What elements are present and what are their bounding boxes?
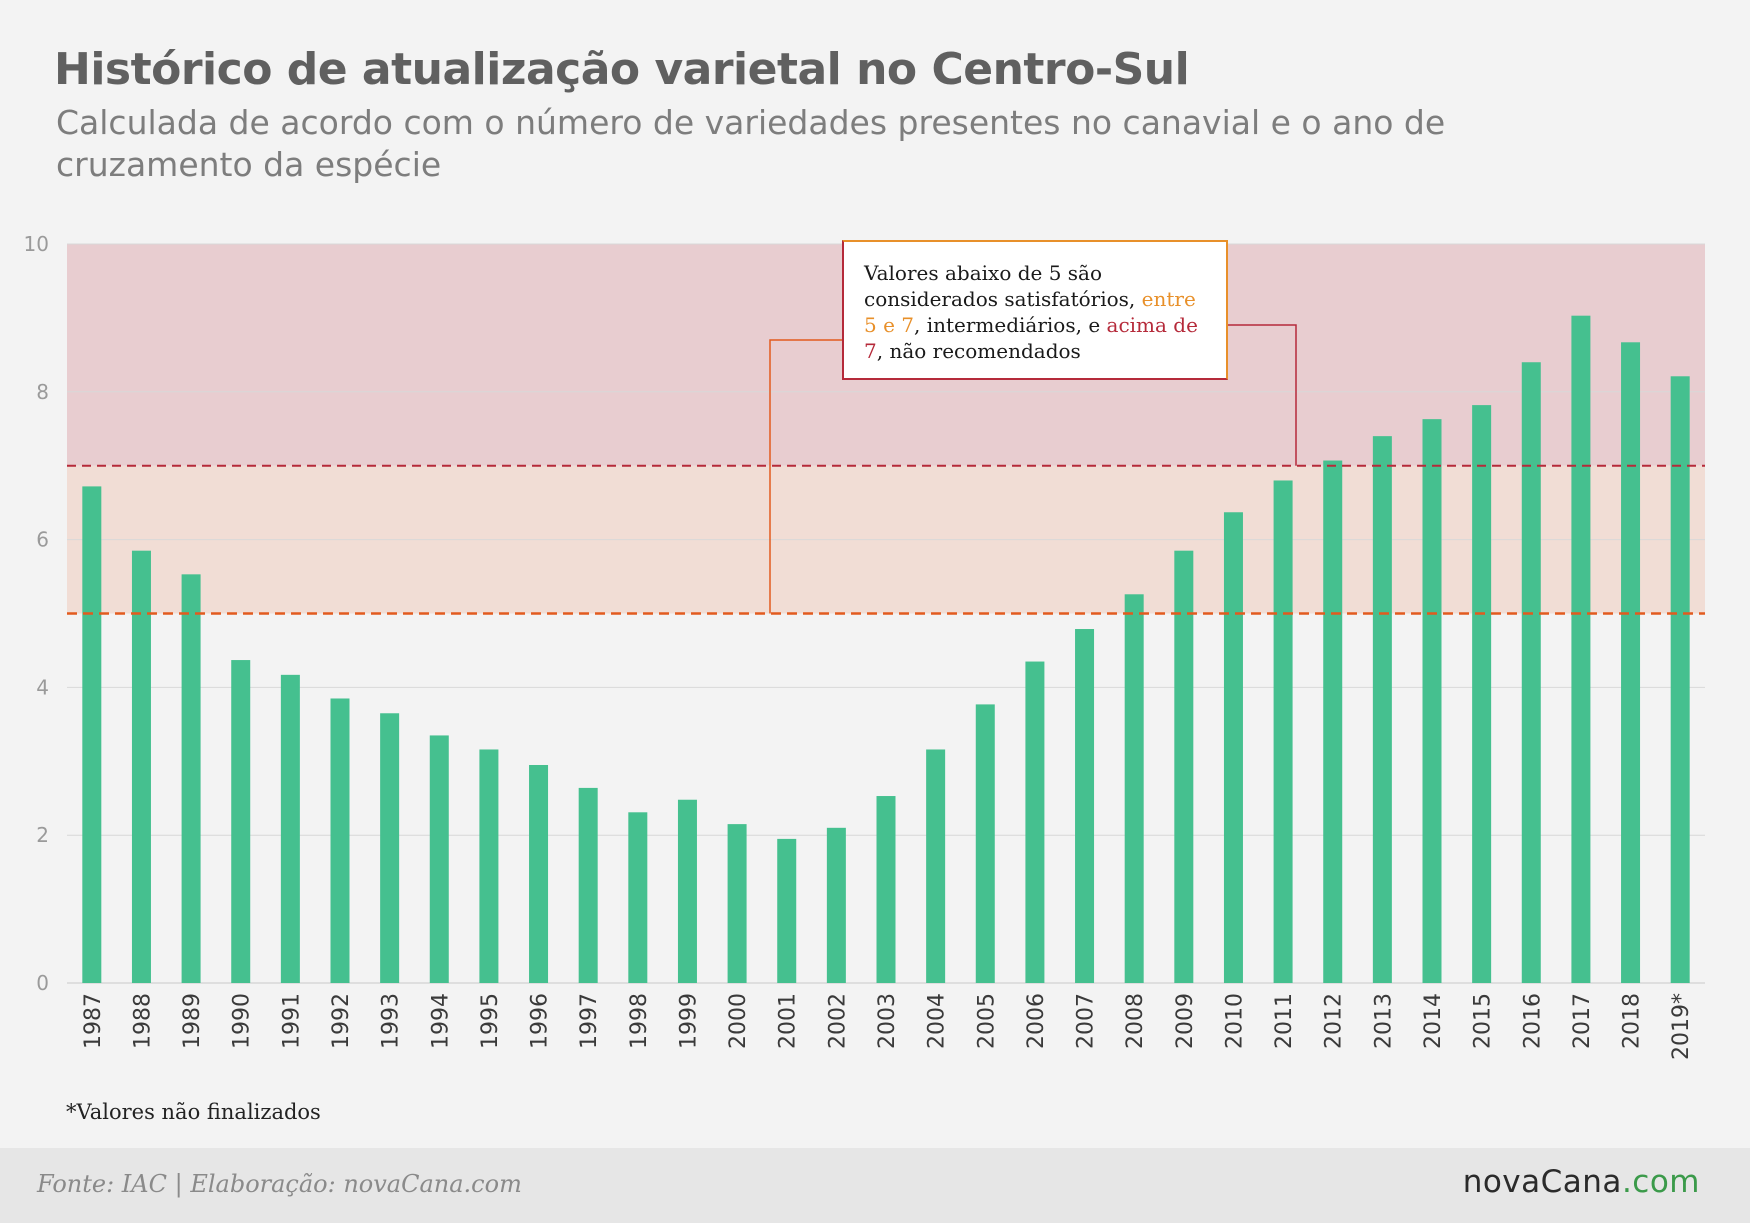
bar	[727, 824, 747, 983]
x-tick-label: 1996	[528, 993, 553, 1049]
brand-domain: .com	[1621, 1164, 1700, 1200]
bar	[1472, 405, 1492, 983]
x-tick-label: 2002	[825, 993, 850, 1049]
x-tick-label: 2003	[875, 993, 900, 1049]
callout-text-1: Valores abaixo de 5 são considerados sat…	[864, 261, 1142, 311]
bar	[677, 799, 697, 983]
x-tick-label: 1995	[478, 993, 503, 1049]
bar	[82, 486, 102, 983]
x-tick-label: 1988	[130, 993, 155, 1049]
brand-name: novaCana	[1462, 1164, 1622, 1200]
threshold-callout: Valores abaixo de 5 são considerados sat…	[842, 240, 1228, 380]
callout-text-high-range: acima de 7	[864, 313, 1198, 363]
x-tick-label: 1989	[180, 993, 205, 1049]
bar	[1621, 342, 1641, 983]
callout-text-5: , não recomendados	[876, 339, 1081, 363]
bar	[330, 698, 350, 983]
brand-logo: novaCana.com	[1463, 1164, 1700, 1200]
x-tick-label: 2004	[925, 993, 950, 1049]
x-tick-label: 2007	[1074, 993, 1099, 1049]
bar	[181, 574, 201, 983]
x-tick-label: 1987	[81, 993, 106, 1049]
callout-connector-7	[1228, 324, 1297, 466]
y-tick-label: 8	[36, 380, 49, 404]
x-tick-label: 2005	[974, 993, 999, 1049]
x-tick-label: 2012	[1322, 993, 1347, 1049]
x-tick-label: 2017	[1570, 993, 1595, 1049]
chart-subtitle: Calculada de acordo com o número de vari…	[56, 103, 1446, 184]
x-tick-label: 2009	[1173, 993, 1198, 1049]
bar	[1521, 362, 1541, 983]
x-tick-label: 1994	[428, 993, 453, 1049]
bar	[1323, 460, 1343, 984]
x-tick-label: 2006	[1024, 993, 1049, 1049]
bar	[826, 827, 846, 983]
footnote: *Valores não finalizados	[66, 1100, 321, 1124]
callout-text-mid-range: entre 5 e 7	[864, 287, 1196, 337]
bar	[926, 749, 946, 983]
x-tick-label: 1991	[279, 993, 304, 1049]
bar	[1075, 629, 1095, 983]
bar	[1025, 661, 1045, 983]
x-tick-label: 2011	[1272, 993, 1297, 1049]
bar-chart: 0 2 4 6 8 10 1987 1988 1989 1990 1991 1992 1993 1994 1…	[24, 232, 1705, 1060]
x-tick-label: 1992	[329, 993, 354, 1049]
bar	[1124, 594, 1144, 983]
y-tick-label: 0	[36, 971, 49, 995]
y-tick-label: 4	[36, 675, 49, 699]
bar	[1670, 376, 1690, 983]
chart-title: Histórico de atualização varietal no Cen…	[54, 44, 1190, 95]
bar	[429, 735, 449, 983]
bar	[280, 674, 300, 983]
bar	[777, 838, 797, 983]
x-tick-label: 1990	[230, 993, 255, 1049]
x-tick-label: 1999	[676, 993, 701, 1049]
bar	[1273, 480, 1293, 983]
bar	[578, 787, 598, 983]
bar	[1223, 512, 1243, 983]
y-tick-label: 2	[36, 823, 49, 847]
y-tick-label: 10	[24, 232, 49, 256]
bar	[380, 713, 400, 983]
x-tick-label: 2010	[1222, 993, 1247, 1049]
callout-text-3: , intermediários, e	[914, 313, 1107, 337]
bar	[1422, 419, 1442, 983]
footer-bar: Fonte: IAC | Elaboração: novaCana.com no…	[0, 1148, 1750, 1223]
x-tick-label: 2014	[1421, 993, 1446, 1049]
bar	[876, 796, 896, 983]
bar	[628, 812, 648, 983]
callout-connector-5	[769, 339, 842, 614]
x-tick-label: 2019*	[1669, 993, 1694, 1060]
x-tick-label: 2000	[726, 993, 751, 1049]
bar	[479, 749, 499, 983]
x-tick-label: 2015	[1471, 993, 1496, 1049]
bar	[975, 704, 995, 983]
bar	[529, 764, 549, 983]
x-tick-label: 1993	[379, 993, 404, 1049]
y-tick-label: 6	[36, 528, 49, 552]
x-tick-label: 2018	[1620, 993, 1645, 1049]
bar	[131, 550, 151, 983]
x-tick-label: 2001	[776, 993, 801, 1049]
bar	[1174, 550, 1194, 983]
x-tick-label: 2013	[1371, 993, 1396, 1049]
bar	[1372, 436, 1392, 983]
bar	[231, 660, 251, 983]
source-credit: Fonte: IAC | Elaboração: novaCana.com	[37, 1170, 522, 1198]
x-tick-label: 1998	[627, 993, 652, 1049]
x-tick-label: 2016	[1520, 993, 1545, 1049]
bar	[1571, 315, 1591, 984]
x-tick-label: 1997	[577, 993, 602, 1049]
x-tick-label: 2008	[1123, 993, 1148, 1049]
